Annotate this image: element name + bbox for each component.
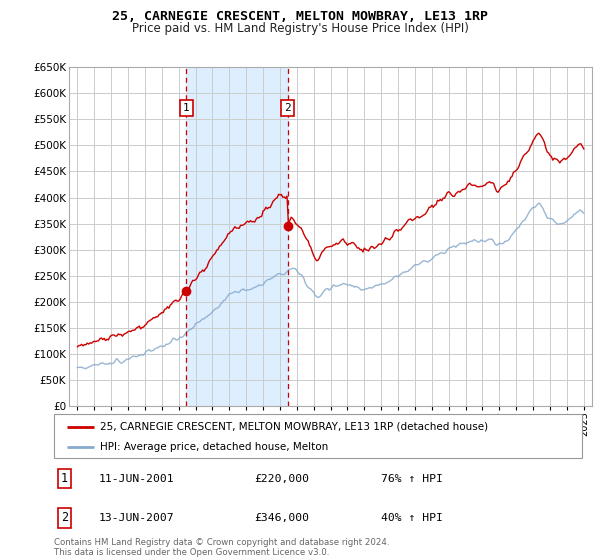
FancyBboxPatch shape (54, 414, 582, 458)
Text: 25, CARNEGIE CRESCENT, MELTON MOWBRAY, LE13 1RP (detached house): 25, CARNEGIE CRESCENT, MELTON MOWBRAY, L… (100, 422, 488, 432)
Text: 25, CARNEGIE CRESCENT, MELTON MOWBRAY, LE13 1RP: 25, CARNEGIE CRESCENT, MELTON MOWBRAY, L… (112, 10, 488, 23)
Text: 13-JUN-2007: 13-JUN-2007 (99, 513, 175, 522)
Text: Price paid vs. HM Land Registry's House Price Index (HPI): Price paid vs. HM Land Registry's House … (131, 22, 469, 35)
Text: 1: 1 (61, 472, 68, 485)
Text: £220,000: £220,000 (254, 474, 310, 483)
Text: 2: 2 (284, 103, 291, 113)
Text: Contains HM Land Registry data © Crown copyright and database right 2024.
This d: Contains HM Land Registry data © Crown c… (54, 538, 389, 557)
Text: £346,000: £346,000 (254, 513, 310, 522)
Bar (187, 67, 287, 406)
Text: 40% ↑ HPI: 40% ↑ HPI (382, 513, 443, 522)
Text: 11-JUN-2001: 11-JUN-2001 (99, 474, 175, 483)
Text: 1: 1 (183, 103, 190, 113)
Text: HPI: Average price, detached house, Melton: HPI: Average price, detached house, Melt… (100, 442, 329, 452)
Text: 2: 2 (61, 511, 68, 524)
Text: 76% ↑ HPI: 76% ↑ HPI (382, 474, 443, 483)
